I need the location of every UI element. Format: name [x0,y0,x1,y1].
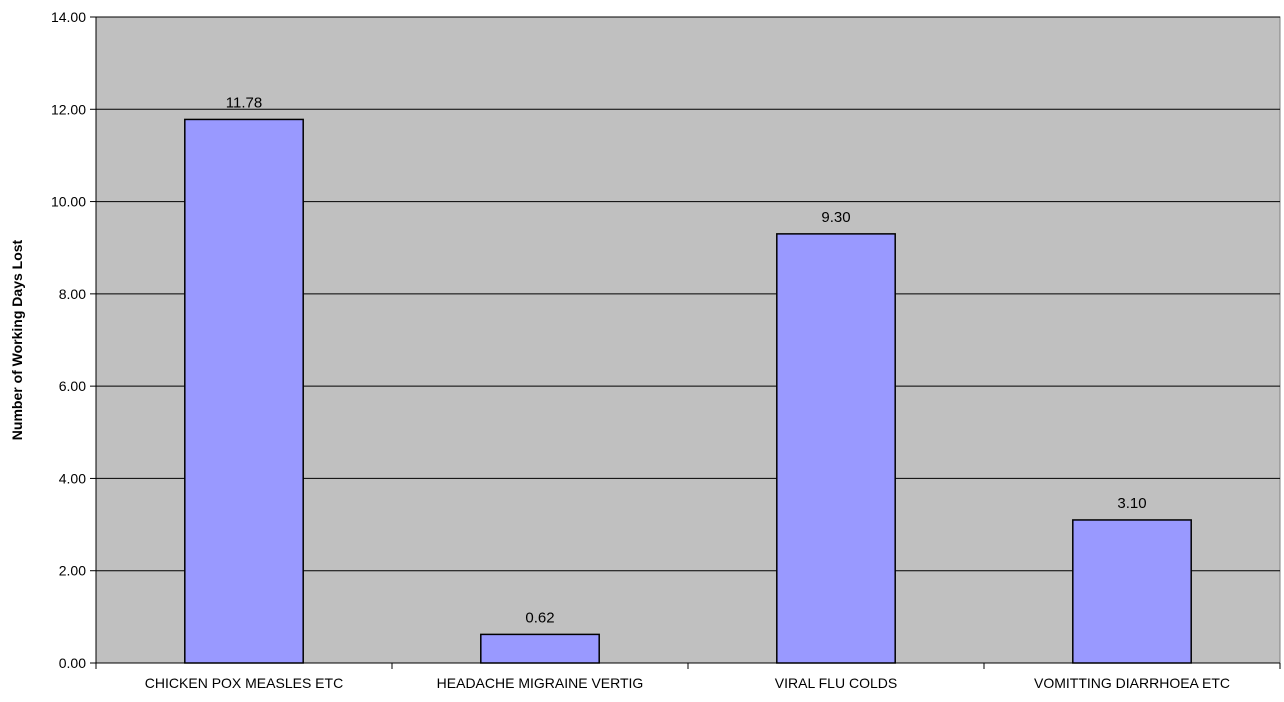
y-tick-label: 0.00 [59,655,86,671]
x-tick-labels: CHICKEN POX MEASLES ETC HEADACHE MIGRAINE… [145,675,1230,691]
y-tick-label: 12.00 [51,101,86,117]
bar [1072,519,1192,664]
data-label: 11.78 [226,94,262,111]
y-tick-label: 14.00 [51,9,86,25]
data-label: 9.30 [821,209,850,226]
x-tick-label: HEADACHE MIGRAINE VERTIG [437,675,644,691]
y-tick-label: 2.00 [59,563,86,579]
bar [480,633,600,664]
bar [184,118,304,664]
y-tick-labels: 0.00 2.00 4.00 6.00 8.00 10.00 12.00 14.00 [51,9,86,671]
x-tick-label: VIRAL FLU COLDS [775,675,897,691]
y-tick-label: 8.00 [59,286,86,302]
data-label: 0.62 [525,609,554,626]
y-tick-label: 6.00 [59,378,86,394]
axes [90,16,1281,669]
x-tick-label: VOMITTING DIARRHOEA ETC [1034,675,1230,691]
bar [776,233,896,664]
y-tick-label: 10.00 [51,194,86,210]
data-label: 3.10 [1117,495,1146,512]
x-tick-label: CHICKEN POX MEASLES ETC [145,675,343,691]
data-labels: 11.78 0.62 9.30 3.10 [226,94,1147,626]
y-axis-title: Number of Working Days Lost [9,239,25,440]
y-tick-label: 4.00 [59,470,86,486]
bars [184,118,1192,664]
